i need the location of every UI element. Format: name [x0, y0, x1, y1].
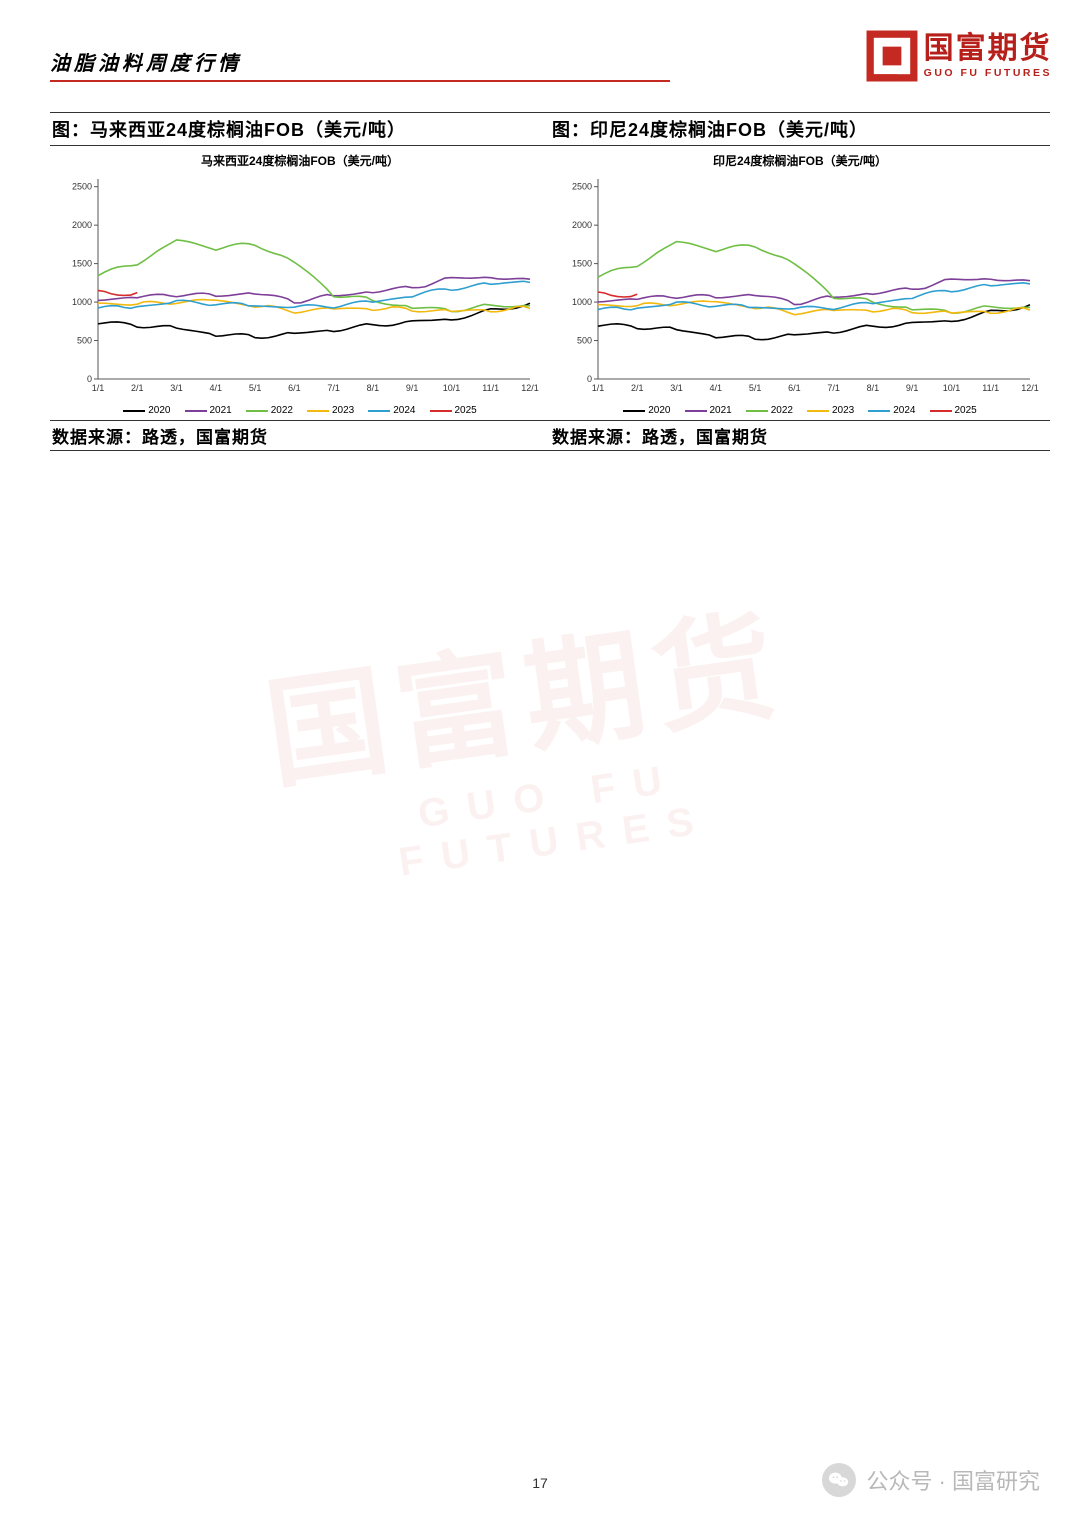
svg-text:10/1: 10/1	[443, 383, 461, 393]
logo-text: 国富期货 GUO FU FUTURES	[924, 34, 1052, 79]
legend-label: 2022	[771, 405, 793, 416]
legend-label: 2020	[148, 405, 170, 416]
page-header: 油脂油料周度行情 国富期货 GUO FU FUTURES	[0, 0, 1080, 82]
svg-text:3/1: 3/1	[670, 383, 683, 393]
svg-text:500: 500	[77, 336, 92, 346]
svg-text:10/1: 10/1	[943, 383, 961, 393]
svg-text:500: 500	[577, 336, 592, 346]
svg-text:8/1: 8/1	[867, 383, 880, 393]
svg-text:1/1: 1/1	[92, 383, 105, 393]
legend-swatch	[930, 410, 952, 412]
wechat-icon	[822, 1463, 856, 1497]
footer-wechat-label: 公众号 · 国富研究	[866, 1464, 1040, 1496]
brand-logo: 国富期货 GUO FU FUTURES	[866, 30, 1052, 82]
chart-right: 图：印尼24度棕榈油FOB（美元/吨） 印尼24度棕榈油FOB（美元/吨） 05…	[550, 112, 1050, 451]
charts-row: 图：马来西亚24度棕榈油FOB（美元/吨） 马来西亚24度棕榈油FOB（美元/吨…	[0, 82, 1080, 451]
svg-text:6/1: 6/1	[288, 383, 301, 393]
legend-label: 2025	[455, 405, 477, 416]
legend-item-2025: 2025	[930, 405, 977, 416]
chart-right-legend: 2020 2021 2022 2023 2024 2025	[550, 405, 1050, 416]
chart-left-legend: 2020 2021 2022 2023 2024 2025	[50, 405, 550, 416]
svg-text:1500: 1500	[72, 259, 92, 269]
svg-text:1/1: 1/1	[592, 383, 605, 393]
watermark-en: GUO FU FUTURES	[278, 737, 825, 901]
svg-text:6/1: 6/1	[788, 383, 801, 393]
legend-item-2020: 2020	[123, 405, 170, 416]
legend-item-2024: 2024	[368, 405, 415, 416]
legend-label: 2023	[332, 405, 354, 416]
svg-text:12/1: 12/1	[1021, 383, 1039, 393]
svg-text:1000: 1000	[72, 297, 92, 307]
svg-text:1000: 1000	[572, 297, 592, 307]
legend-item-2021: 2021	[185, 405, 232, 416]
watermark-cn: 国富期货	[254, 565, 813, 812]
legend-swatch	[368, 410, 390, 412]
footer-wechat: 公众号 · 国富研究	[822, 1463, 1040, 1497]
legend-swatch	[623, 410, 645, 412]
chart-left: 图：马来西亚24度棕榈油FOB（美元/吨） 马来西亚24度棕榈油FOB（美元/吨…	[50, 112, 550, 451]
svg-text:2/1: 2/1	[631, 383, 644, 393]
legend-item-2022: 2022	[746, 405, 793, 416]
header-title: 油脂油料周度行情	[50, 47, 670, 82]
legend-swatch	[123, 410, 145, 412]
legend-label: 2022	[271, 405, 293, 416]
legend-swatch	[307, 410, 329, 412]
legend-swatch	[430, 410, 452, 412]
logo-mark-icon	[866, 30, 918, 82]
svg-text:4/1: 4/1	[210, 383, 223, 393]
chart-right-title: 图：印尼24度棕榈油FOB（美元/吨）	[550, 112, 1050, 146]
chart-right-subtitle: 印尼24度棕榈油FOB（美元/吨）	[550, 152, 1050, 169]
svg-text:11/1: 11/1	[982, 383, 999, 393]
legend-item-2025: 2025	[430, 405, 477, 416]
legend-label: 2020	[648, 405, 670, 416]
watermark: 国富期货 GUO FU FUTURES	[254, 565, 825, 902]
chart-right-svg: 050010001500200025001/12/13/14/15/16/17/…	[550, 173, 1050, 403]
svg-text:3/1: 3/1	[170, 383, 183, 393]
svg-text:2000: 2000	[72, 220, 92, 230]
legend-item-2022: 2022	[246, 405, 293, 416]
legend-item-2023: 2023	[807, 405, 854, 416]
legend-item-2024: 2024	[868, 405, 915, 416]
svg-text:9/1: 9/1	[906, 383, 919, 393]
page-number: 17	[532, 1475, 548, 1491]
legend-swatch	[868, 410, 890, 412]
legend-label: 2024	[893, 405, 915, 416]
svg-text:9/1: 9/1	[406, 383, 419, 393]
svg-text:7/1: 7/1	[327, 383, 340, 393]
chart-left-subtitle: 马来西亚24度棕榈油FOB（美元/吨）	[50, 152, 550, 169]
legend-label: 2021	[210, 405, 232, 416]
svg-text:12/1: 12/1	[521, 383, 539, 393]
legend-label: 2024	[393, 405, 415, 416]
svg-text:7/1: 7/1	[827, 383, 840, 393]
chart-right-source: 数据来源：路透，国富期货	[550, 420, 1050, 451]
svg-text:4/1: 4/1	[710, 383, 723, 393]
legend-item-2020: 2020	[623, 405, 670, 416]
legend-item-2023: 2023	[307, 405, 354, 416]
legend-label: 2025	[955, 405, 977, 416]
legend-swatch	[807, 410, 829, 412]
svg-text:1500: 1500	[572, 259, 592, 269]
legend-swatch	[185, 410, 207, 412]
legend-label: 2023	[832, 405, 854, 416]
legend-swatch	[746, 410, 768, 412]
legend-item-2021: 2021	[685, 405, 732, 416]
svg-text:2500: 2500	[572, 182, 592, 192]
logo-en: GUO FU FUTURES	[924, 67, 1052, 79]
svg-text:2000: 2000	[572, 220, 592, 230]
logo-cn: 国富期货	[924, 34, 1052, 64]
chart-left-svg: 050010001500200025001/12/13/14/15/16/17/…	[50, 173, 550, 403]
svg-text:8/1: 8/1	[367, 383, 380, 393]
legend-label: 2021	[710, 405, 732, 416]
svg-text:2500: 2500	[72, 182, 92, 192]
legend-swatch	[685, 410, 707, 412]
legend-swatch	[246, 410, 268, 412]
svg-text:11/1: 11/1	[482, 383, 499, 393]
svg-text:5/1: 5/1	[749, 383, 762, 393]
svg-text:5/1: 5/1	[249, 383, 262, 393]
svg-text:2/1: 2/1	[131, 383, 144, 393]
chart-left-title: 图：马来西亚24度棕榈油FOB（美元/吨）	[50, 112, 550, 146]
chart-left-source: 数据来源：路透，国富期货	[50, 420, 550, 451]
